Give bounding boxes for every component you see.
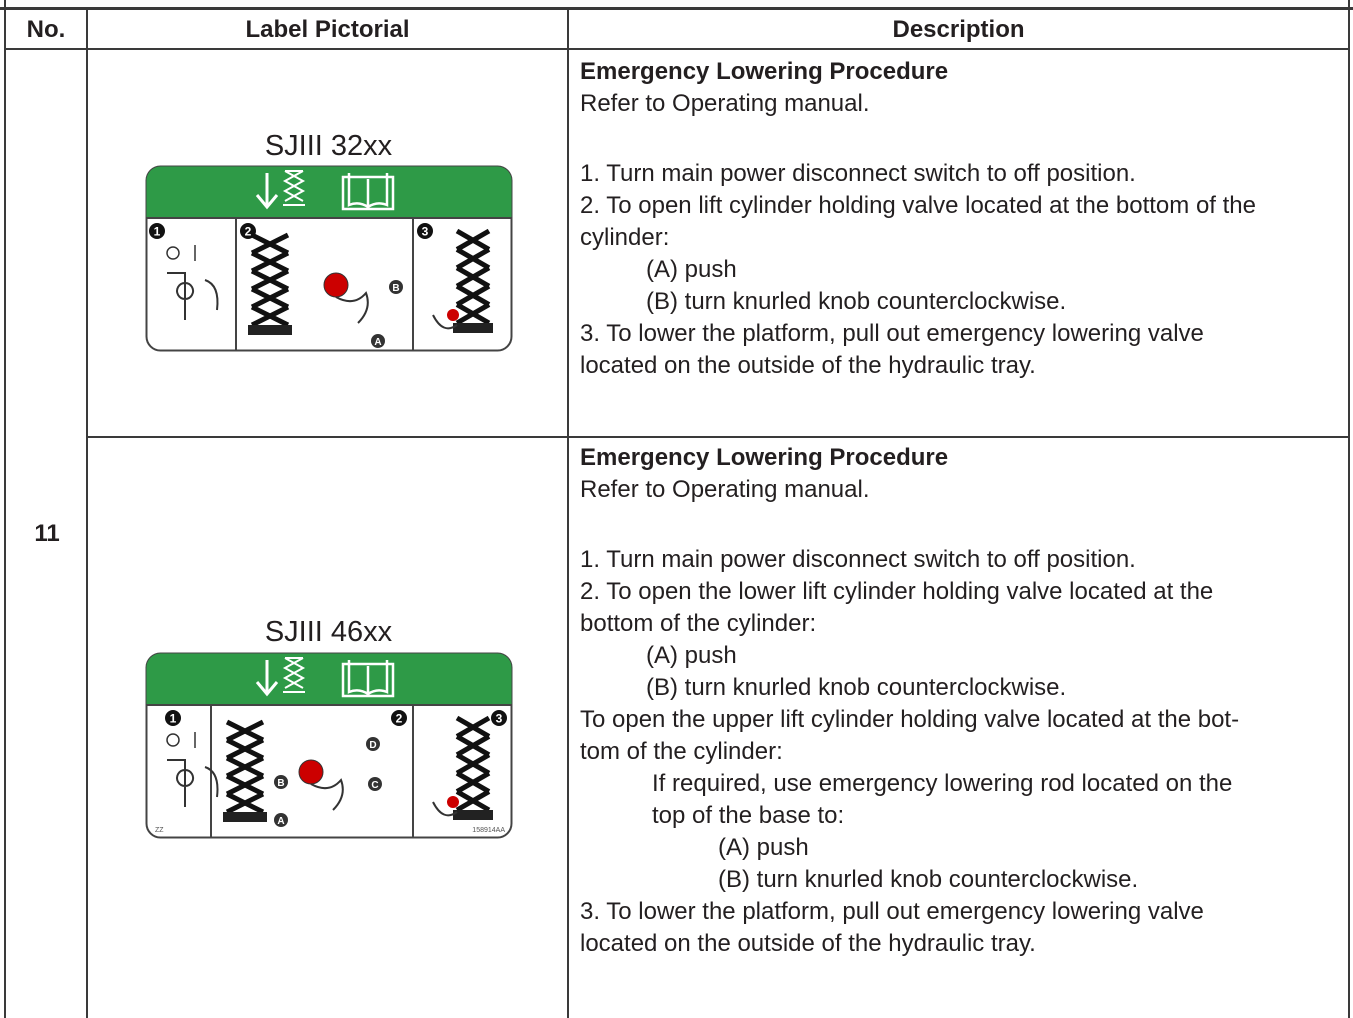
step-number: 2 — [396, 712, 403, 726]
lift-icon — [282, 657, 306, 693]
description-line: tom of the cylinder: — [580, 738, 783, 765]
description-note: Refer to Operating manual. — [580, 476, 870, 503]
callout-badge — [274, 813, 288, 827]
description-line: cylinder: — [580, 224, 670, 251]
step-badge — [417, 223, 433, 239]
description-note: Refer to Operating manual. — [580, 90, 870, 117]
label-pictorial: 1 2 3 A B C D ZZ 158914AA — [145, 652, 513, 839]
callout-badge — [366, 737, 380, 751]
switch-key-icon — [167, 759, 219, 807]
switch-off-icon — [166, 246, 180, 260]
description-line: 1. Turn main power disconnect switch to … — [580, 160, 1136, 187]
callout-badge — [389, 280, 403, 294]
label-title: SJIII 46xx — [264, 616, 393, 648]
scissor-lift-icon — [455, 228, 491, 326]
callout-badge — [368, 777, 382, 791]
description-line: 1. Turn main power disconnect switch to … — [580, 546, 1136, 573]
header-cell: Description — [892, 16, 1025, 43]
description-line: 2. To open the lower lift cylinder holdi… — [580, 578, 1214, 605]
callout-badge — [274, 775, 288, 789]
valve-icon — [323, 272, 349, 298]
description-line: If required, use emergency lowering rod … — [652, 770, 1233, 797]
switch-off-icon — [166, 733, 180, 747]
description-item: (B) turn knurled knob counterclockwise. — [646, 674, 1067, 701]
item-number: 11 — [34, 520, 60, 547]
label-code: ZZ — [155, 827, 164, 834]
callout-letter: A — [277, 816, 284, 827]
spacer — [580, 506, 1345, 544]
label-banner — [146, 166, 512, 217]
callout-badge — [371, 334, 385, 348]
description-line: 3. To lower the platform, pull out emerg… — [580, 898, 1204, 925]
row-rule — [87, 436, 1350, 438]
description-line: 3. To lower the platform, pull out emerg… — [580, 320, 1204, 347]
scissor-lift-icon — [455, 715, 491, 813]
valve-icon — [298, 759, 324, 785]
down-arrow-icon — [255, 173, 279, 210]
step-badge — [391, 710, 407, 726]
hand-icon — [310, 778, 458, 817]
callout-letter: B — [277, 778, 284, 789]
step-number: 3 — [422, 225, 429, 239]
description-item: (A) push — [718, 834, 809, 861]
valve-icon — [447, 309, 459, 321]
description-line: 2. To open lift cylinder holding valve l… — [580, 192, 1256, 219]
callout-letter: B — [392, 283, 399, 294]
description: Emergency Lowering Procedure Refer to Ope… — [580, 442, 1345, 960]
spacer — [580, 120, 1345, 158]
callout-letter: A — [374, 337, 381, 348]
manual-icon — [341, 173, 395, 211]
description-item: (B) turn knurled knob counterclockwise. — [646, 288, 1067, 315]
step-number: 1 — [154, 225, 161, 239]
label-code: 158914AA — [472, 827, 505, 834]
description-item: (B) turn knurled knob counterclockwise. — [718, 866, 1139, 893]
description-line: located on the outside of the hydraulic … — [580, 930, 1036, 957]
lift-base-icon — [453, 810, 493, 820]
callout-letter: C — [371, 780, 378, 791]
lift-base-icon — [453, 323, 493, 333]
label-title: SJIII 32xx — [264, 130, 393, 162]
top-rule — [0, 7, 1353, 10]
manual-icon — [341, 660, 395, 698]
description-line: located on the outside of the hydraulic … — [580, 352, 1036, 379]
step-number: 1 — [170, 712, 177, 726]
description-item: (A) push — [646, 256, 737, 283]
lift-icon — [282, 170, 306, 206]
description: Emergency Lowering Procedure Refer to Ope… — [580, 56, 1345, 382]
valve-icon — [447, 796, 459, 808]
description-line: top of the base to: — [652, 802, 845, 829]
callout-letter: D — [369, 740, 376, 751]
label-pictorial: 1 2 3 A B — [145, 165, 513, 352]
col-rule — [1348, 0, 1350, 1018]
step-number: 2 — [245, 225, 252, 239]
step-badge — [491, 710, 507, 726]
step-badge — [240, 223, 256, 239]
header-cell: No. — [26, 16, 66, 43]
lift-base-icon — [223, 812, 267, 822]
description-title: Emergency Lowering Procedure — [580, 444, 949, 471]
description-line: To open the upper lift cylinder holding … — [580, 706, 1240, 733]
col-rule — [86, 10, 88, 1018]
scissor-lift-icon — [225, 719, 265, 815]
scissor-lift-icon — [250, 232, 290, 328]
down-arrow-icon — [255, 660, 279, 697]
step-number: 3 — [496, 712, 503, 726]
description-line: bottom of the cylinder: — [580, 610, 817, 637]
header-rule — [5, 48, 1350, 50]
switch-key-icon — [167, 272, 219, 320]
col-rule — [4, 0, 6, 1018]
hand-icon — [335, 291, 458, 330]
step-badge — [165, 710, 181, 726]
col-rule — [567, 10, 569, 1018]
step-badge — [149, 223, 165, 239]
description-title: Emergency Lowering Procedure — [580, 58, 949, 85]
description-item: (A) push — [646, 642, 737, 669]
header-cell: Label Pictorial — [245, 16, 410, 43]
lift-base-icon — [248, 325, 292, 335]
label-banner — [146, 653, 512, 704]
